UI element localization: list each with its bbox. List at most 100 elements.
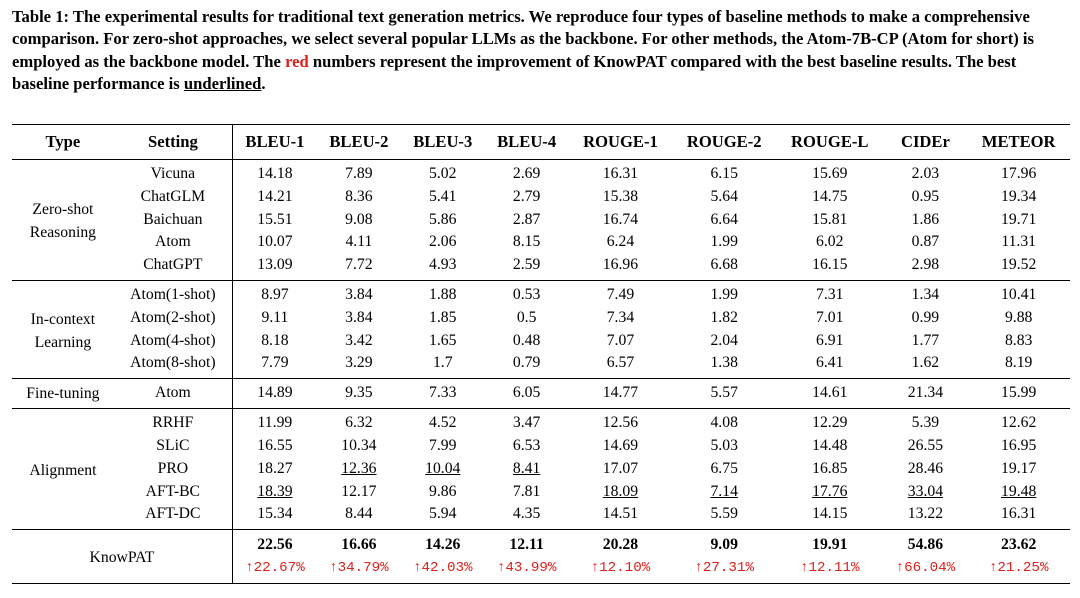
value-text: 3.84 <box>345 308 373 326</box>
value-text: 5.94 <box>429 505 457 523</box>
knowpat-value: 16.66 <box>341 536 377 554</box>
value-cell: 19.17 <box>967 458 1070 481</box>
table-row: Atom(2-shot) 9.11 3.84 1.85 0.5 7.34 1.82 7.01 0… <box>12 306 1070 330</box>
value-cell: 0.87 <box>883 231 967 254</box>
value-text: 7.14 <box>710 482 738 500</box>
value-text: 15.81 <box>812 210 848 228</box>
value-cell: 8.15 <box>485 231 569 254</box>
value-cell: 3.47 <box>485 409 569 435</box>
knowpat-improvement-row: ↑22.67% ↑34.79% ↑42.03% ↑43.99% ↑12.10% ↑27.3… <box>12 557 1070 583</box>
caption-underlined-word: underlined <box>183 73 262 93</box>
value-text: 8.19 <box>1004 354 1033 372</box>
value-cell: 2.69 <box>485 160 569 186</box>
caption-red-word: red <box>285 51 309 71</box>
value-cell: 2.98 <box>883 254 967 280</box>
value-cell: 6.32 <box>317 409 401 435</box>
value-cell: 18.09 <box>569 481 673 504</box>
value-cell: 1.77 <box>883 330 967 353</box>
value-text: 6.24 <box>606 233 635 251</box>
setting-cell: ChatGLM <box>113 185 233 209</box>
value-cell: 12.29 <box>776 409 883 435</box>
value-text: 1.77 <box>911 331 940 349</box>
value-cell: 5.57 <box>672 379 776 409</box>
value-cell: 14.77 <box>569 379 673 409</box>
value-text: 28.46 <box>907 459 944 477</box>
value-cell: 2.04 <box>672 330 776 353</box>
column-header-meteor: METEOR <box>981 132 1056 151</box>
value-text: 15.34 <box>257 505 293 523</box>
column-header-rouge-1: ROUGE-1 <box>583 132 658 151</box>
value-text: 7.07 <box>606 331 635 349</box>
value-text: 4.35 <box>512 505 541 523</box>
value-cell: 0.79 <box>485 352 569 378</box>
value-cell: 4.11 <box>317 231 401 254</box>
value-cell: 2.59 <box>485 254 569 280</box>
group-section: In-context Learning Atom(1-shot) 8.97 3.84 1.… <box>12 280 1070 379</box>
value-text: 8.41 <box>512 459 541 477</box>
group-type-label: Reasoning <box>29 224 97 242</box>
value-cell: 12.62 <box>967 409 1070 435</box>
value-cell: 15.69 <box>776 160 883 186</box>
value-text: 33.04 <box>907 482 944 500</box>
value-cell: 15.99 <box>967 379 1070 409</box>
value-text: 7.99 <box>429 436 457 454</box>
group-section: Zero-shot Reasoning Vicuna 14.18 7.89 5.02 2.6… <box>12 159 1070 281</box>
value-cell: 5.03 <box>672 435 776 458</box>
value-cell: 16.74 <box>569 209 673 232</box>
column-header-cider: CIDEr <box>900 132 950 151</box>
value-cell: 1.82 <box>672 307 776 330</box>
value-cell: 9.11 <box>232 307 317 330</box>
value-cell: 2.03 <box>883 160 967 186</box>
value-cell: 17.76 <box>776 481 883 504</box>
value-text: 2.59 <box>512 256 541 274</box>
table-row: AFT-BC 18.39 12.17 9.86 7.81 18.09 7.14 17.76 33… <box>12 480 1070 504</box>
results-table: Type Setting BLEU-1 BLEU-2 BLEU-3 BLEU-4 ROUGE… <box>12 124 1070 584</box>
value-cell: 1.85 <box>401 307 485 330</box>
setting-cell: Atom(1-shot) <box>113 280 233 307</box>
knowpat-section: KnowPAT 22.56 16.66 14.26 12.11 20.28 9.09 19.9… <box>12 529 1070 584</box>
improvement-value: ↑22.67% <box>245 559 305 576</box>
value-text: 6.53 <box>512 436 541 454</box>
table-row: Baichuan 15.51 9.08 5.86 2.87 16.74 6.64 15.81 1… <box>12 208 1070 232</box>
setting-cell: Atom <box>113 378 233 409</box>
value-cell: 26.55 <box>883 435 967 458</box>
setting-cell: PRO <box>113 457 233 481</box>
value-text: 18.09 <box>602 482 639 500</box>
value-cell: 5.94 <box>401 503 485 529</box>
value-cell: 11.31 <box>967 231 1070 254</box>
value-cell: 1.99 <box>672 280 776 306</box>
value-text: 5.02 <box>429 165 457 182</box>
setting-cell: AFT-DC <box>113 503 233 530</box>
value-cell: 4.08 <box>672 409 776 435</box>
value-text: 1.38 <box>710 354 738 372</box>
value-text: 6.91 <box>816 331 844 349</box>
knowpat-values-row: KnowPAT 22.56 16.66 14.26 12.11 20.28 9.09 19.9… <box>12 529 1070 584</box>
value-text: 11.99 <box>257 414 293 432</box>
value-text: 3.42 <box>345 331 373 349</box>
value-cell: 21.34 <box>883 379 967 409</box>
value-cell: 4.35 <box>485 503 569 529</box>
value-cell: 3.84 <box>317 280 401 306</box>
value-text: 16.15 <box>812 256 848 274</box>
value-cell: 1.65 <box>401 330 485 353</box>
value-cell: 5.59 <box>672 503 776 529</box>
value-text: 8.15 <box>512 233 541 251</box>
value-cell: 3.29 <box>317 352 401 378</box>
table-row: ChatGLM 14.21 8.36 5.41 2.79 15.38 5.64 14.75 0.… <box>12 185 1070 209</box>
value-cell: 14.15 <box>776 503 883 529</box>
improvement-value: ↑27.31% <box>694 559 754 576</box>
value-cell: 16.96 <box>569 254 673 280</box>
value-text: 26.55 <box>907 436 944 454</box>
value-text: 5.41 <box>429 187 457 205</box>
value-text: 6.15 <box>710 165 738 182</box>
table-row: PRO 18.27 12.36 10.04 8.41 17.07 6.75 16.85 28.4… <box>12 457 1070 481</box>
setting-cell: AFT-BC <box>113 480 233 504</box>
value-cell: 9.88 <box>967 307 1070 330</box>
value-text: 16.55 <box>257 436 293 454</box>
setting-cell: Atom <box>113 231 233 255</box>
value-text: 0.48 <box>512 331 541 349</box>
value-cell: 5.41 <box>401 186 485 209</box>
value-cell: 14.69 <box>569 435 673 458</box>
value-cell: 6.57 <box>569 352 673 378</box>
column-header-bleu-3: BLEU-3 <box>413 132 473 151</box>
